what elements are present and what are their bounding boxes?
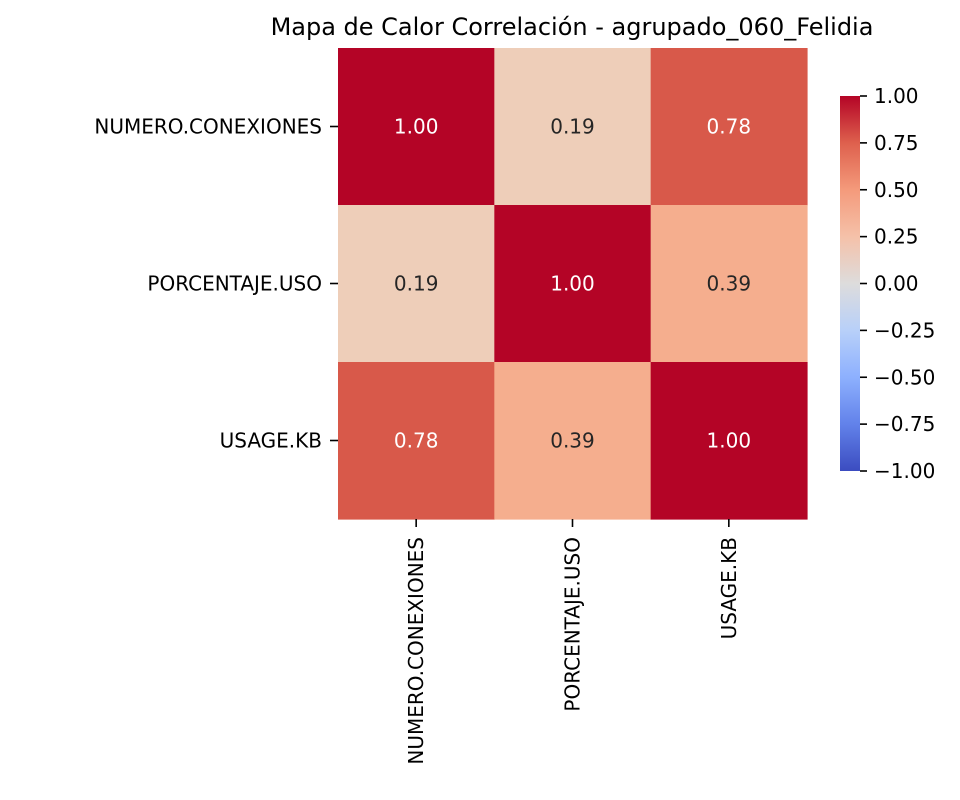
colorbar-tick-label: 1.00 xyxy=(874,84,919,108)
colorbar-tick-label: 0.25 xyxy=(874,225,919,249)
colorbar-tick-label: −0.75 xyxy=(874,412,935,436)
x-axis: NUMERO.CONEXIONES PORCENTAJE.USO USAGE.KB xyxy=(404,519,741,765)
cell-annotation: 0.78 xyxy=(394,429,439,453)
colorbar-tick-label: −0.25 xyxy=(874,318,935,342)
x-tick-label: NUMERO.CONEXIONES xyxy=(404,537,428,765)
heatmap-cell xyxy=(494,205,652,363)
y-tick-label: USAGE.KB xyxy=(220,429,322,453)
cell-annotation: 0.39 xyxy=(707,272,752,296)
colorbar: 1.00 0.75 0.50 0.25 0.00 −0.25 −0.50 −0.75 −1.00 xyxy=(840,84,935,483)
cell-annotation: 0.78 xyxy=(707,115,752,139)
cell-annotation: 1.00 xyxy=(550,272,595,296)
cell-annotation: 1.00 xyxy=(707,429,752,453)
cell-annotations: 1.00 0.19 0.78 0.19 1.00 0.39 0.78 0.39 1.00 xyxy=(394,115,751,453)
colorbar-tick-label: 0.75 xyxy=(874,131,919,155)
y-tick-label: PORCENTAJE.USO xyxy=(147,272,322,296)
colorbar-gradient xyxy=(840,96,860,471)
colorbar-tick-label: −0.50 xyxy=(874,365,935,389)
x-tick-label: USAGE.KB xyxy=(717,537,741,639)
colorbar-ticks: 1.00 0.75 0.50 0.25 0.00 −0.25 −0.50 −0.75 −1.00 xyxy=(860,84,935,483)
heatmap-cell xyxy=(338,362,495,520)
heatmap-cell xyxy=(650,362,808,520)
heatmap-cell xyxy=(494,362,652,520)
colorbar-tick-label: −1.00 xyxy=(874,459,935,483)
cell-annotation: 0.19 xyxy=(550,115,595,139)
x-tick-label: PORCENTAJE.USO xyxy=(560,537,584,712)
heatmap-cell xyxy=(650,205,808,363)
cell-annotation: 0.19 xyxy=(394,272,439,296)
cell-annotation: 1.00 xyxy=(394,115,439,139)
heatmap-cell xyxy=(338,48,495,206)
heatmap-cell xyxy=(494,48,652,206)
y-axis: NUMERO.CONEXIONES PORCENTAJE.USO USAGE.KB xyxy=(94,115,338,453)
y-tick-label: NUMERO.CONEXIONES xyxy=(94,115,322,139)
heatmap-cell xyxy=(338,205,495,363)
heatmap-cells xyxy=(338,48,808,520)
cell-annotation: 0.39 xyxy=(550,429,595,453)
colorbar-tick-label: 0.00 xyxy=(874,272,919,296)
chart-title: Mapa de Calor Correlación - agrupado_060… xyxy=(271,13,874,41)
colorbar-tick-label: 0.50 xyxy=(874,178,919,202)
heatmap-cell xyxy=(650,48,808,206)
